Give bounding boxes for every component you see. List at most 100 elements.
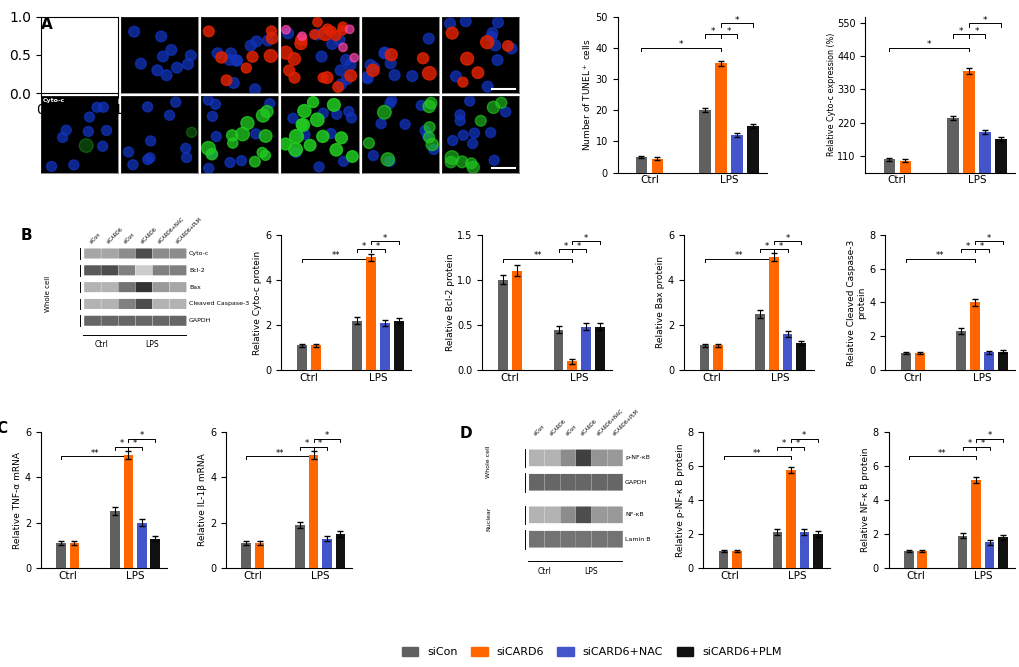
Circle shape	[318, 108, 328, 118]
Circle shape	[69, 160, 78, 170]
Circle shape	[331, 109, 341, 119]
Bar	[983, 352, 993, 370]
Text: *: *	[119, 440, 123, 448]
Circle shape	[367, 64, 379, 77]
Circle shape	[386, 95, 396, 105]
Circle shape	[426, 139, 438, 151]
Circle shape	[226, 130, 237, 141]
Bar	[581, 327, 591, 370]
Circle shape	[251, 36, 262, 47]
Circle shape	[326, 39, 337, 49]
FancyBboxPatch shape	[118, 299, 135, 309]
Circle shape	[368, 62, 379, 73]
Circle shape	[491, 55, 502, 65]
FancyBboxPatch shape	[591, 506, 606, 523]
FancyBboxPatch shape	[136, 299, 152, 309]
Circle shape	[207, 111, 217, 121]
Bar	[899, 161, 910, 189]
Circle shape	[385, 58, 395, 69]
FancyBboxPatch shape	[118, 315, 135, 325]
Bar	[567, 362, 577, 370]
Bar	[352, 321, 362, 370]
Circle shape	[482, 81, 492, 92]
Text: *: *	[958, 27, 962, 36]
Circle shape	[466, 158, 476, 169]
Circle shape	[242, 63, 251, 73]
FancyBboxPatch shape	[101, 265, 118, 275]
Circle shape	[164, 110, 174, 120]
Circle shape	[454, 110, 465, 120]
Circle shape	[74, 82, 85, 93]
Circle shape	[335, 132, 347, 144]
Circle shape	[424, 122, 435, 133]
Y-axis label: Relative Cleaved Caspase-3
protein: Relative Cleaved Caspase-3 protein	[846, 239, 865, 366]
Circle shape	[235, 127, 249, 141]
Circle shape	[186, 127, 197, 137]
Circle shape	[407, 71, 417, 81]
FancyBboxPatch shape	[153, 282, 169, 292]
Text: Cyto-c: Cyto-c	[43, 99, 65, 103]
Circle shape	[204, 163, 214, 173]
Circle shape	[216, 52, 227, 63]
Bar	[712, 346, 722, 370]
Circle shape	[74, 69, 85, 80]
Circle shape	[469, 128, 479, 138]
Circle shape	[444, 157, 457, 168]
Text: Bcl-2: Bcl-2	[189, 268, 205, 273]
Circle shape	[447, 135, 458, 145]
Text: B: B	[20, 228, 33, 243]
Circle shape	[420, 125, 430, 135]
FancyBboxPatch shape	[576, 506, 591, 523]
Circle shape	[170, 97, 180, 107]
Bar	[978, 132, 989, 189]
Text: *: *	[375, 242, 380, 251]
Circle shape	[444, 18, 455, 29]
Text: D: D	[459, 426, 472, 440]
Bar	[137, 523, 147, 568]
Text: Ctrl: Ctrl	[537, 566, 551, 576]
Bar	[294, 525, 305, 568]
Bar	[995, 139, 1006, 189]
Bar	[56, 543, 66, 568]
Text: *: *	[777, 242, 782, 251]
Circle shape	[156, 31, 166, 42]
Circle shape	[206, 149, 217, 160]
FancyBboxPatch shape	[101, 282, 118, 292]
Circle shape	[500, 107, 511, 117]
Circle shape	[467, 161, 479, 173]
Text: TUNEL: TUNEL	[43, 19, 66, 24]
Y-axis label: Number of TUNEL$^+$ cells: Number of TUNEL$^+$ cells	[581, 38, 592, 151]
Bar	[651, 159, 662, 173]
FancyBboxPatch shape	[544, 531, 559, 548]
Circle shape	[221, 75, 231, 85]
Y-axis label: Relative p-NF-κ B protein: Relative p-NF-κ B protein	[675, 444, 684, 557]
Circle shape	[152, 65, 163, 75]
Bar	[786, 470, 795, 568]
Circle shape	[445, 27, 458, 39]
Circle shape	[475, 115, 486, 126]
Circle shape	[296, 119, 307, 130]
Text: C: C	[0, 422, 8, 436]
Text: GAPDH: GAPDH	[625, 480, 647, 485]
Circle shape	[335, 79, 346, 90]
Circle shape	[181, 153, 192, 163]
FancyBboxPatch shape	[169, 265, 186, 275]
Circle shape	[385, 49, 396, 61]
FancyBboxPatch shape	[591, 474, 606, 491]
FancyBboxPatch shape	[153, 265, 169, 275]
FancyBboxPatch shape	[136, 315, 152, 325]
FancyBboxPatch shape	[136, 265, 152, 275]
Text: Ctrl: Ctrl	[94, 340, 108, 350]
Text: *: *	[132, 440, 137, 448]
Circle shape	[345, 25, 354, 33]
Circle shape	[246, 40, 256, 51]
Circle shape	[225, 48, 236, 59]
Circle shape	[377, 105, 391, 119]
Text: siCARD6+NAC: siCARD6+NAC	[595, 408, 624, 436]
FancyBboxPatch shape	[101, 315, 118, 325]
Bar	[497, 280, 507, 370]
Text: Cyto-c: Cyto-c	[189, 251, 209, 256]
Circle shape	[143, 155, 153, 165]
Circle shape	[425, 97, 436, 109]
Circle shape	[485, 127, 495, 137]
